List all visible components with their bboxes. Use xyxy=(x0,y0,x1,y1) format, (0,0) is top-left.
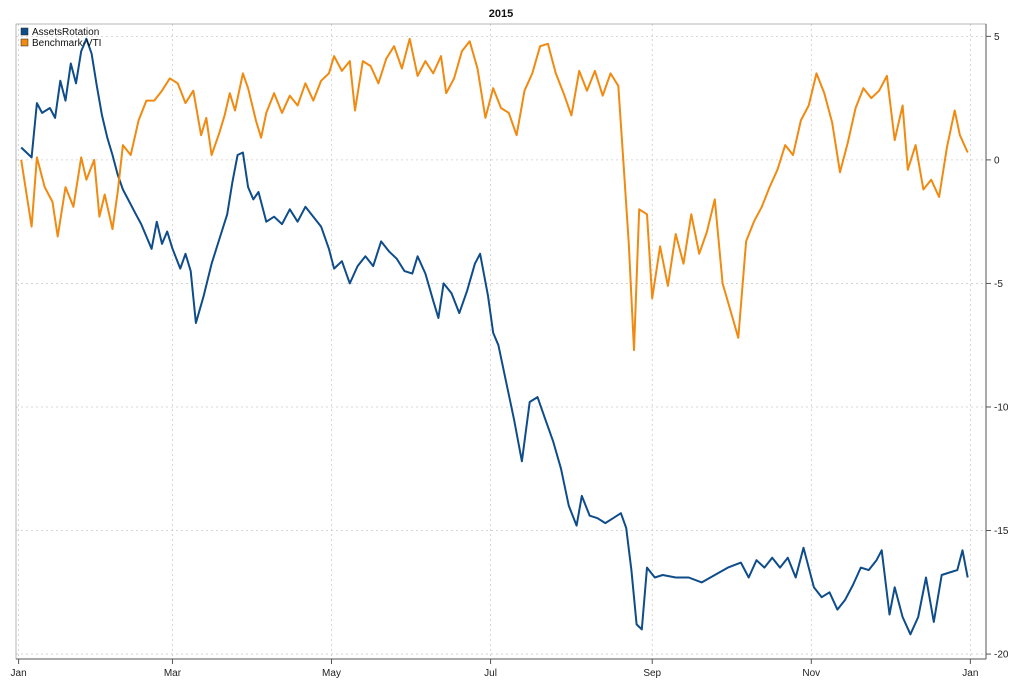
x-tick-label: Mar xyxy=(164,668,182,679)
x-tick-label: Jul xyxy=(484,668,497,679)
legend-label: AssetsRotation xyxy=(32,27,99,38)
plot-frame xyxy=(15,23,987,660)
x-tick-label: May xyxy=(322,668,341,679)
grid xyxy=(16,24,986,659)
y-tick-label: -20 xyxy=(994,650,1009,661)
x-axis: Jan Mar May Jul Sep Nov Jan xyxy=(11,658,986,679)
y-axis: 5 0 -5 -10 -15 -20 xyxy=(985,24,1009,661)
legend-label: Benchmark-VTI xyxy=(32,38,101,49)
y-tick-label: -15 xyxy=(994,526,1009,537)
legend-swatch xyxy=(20,38,29,47)
legend-swatch xyxy=(20,27,29,36)
series-line-assetsrotation xyxy=(20,37,969,636)
chart-title: 2015 xyxy=(489,8,513,20)
x-tick-label: Jan xyxy=(962,668,978,679)
x-tick-label: Jan xyxy=(11,668,27,679)
x-tick-label: Nov xyxy=(802,668,820,679)
series-line-benchmark-vti xyxy=(20,37,969,352)
x-tick-label: Sep xyxy=(643,668,661,679)
y-tick-label: -5 xyxy=(994,279,1003,290)
y-tick-label: 0 xyxy=(994,155,1000,166)
y-tick-label: 5 xyxy=(994,32,1000,43)
y-tick-label: -10 xyxy=(994,402,1009,413)
series xyxy=(20,37,969,636)
